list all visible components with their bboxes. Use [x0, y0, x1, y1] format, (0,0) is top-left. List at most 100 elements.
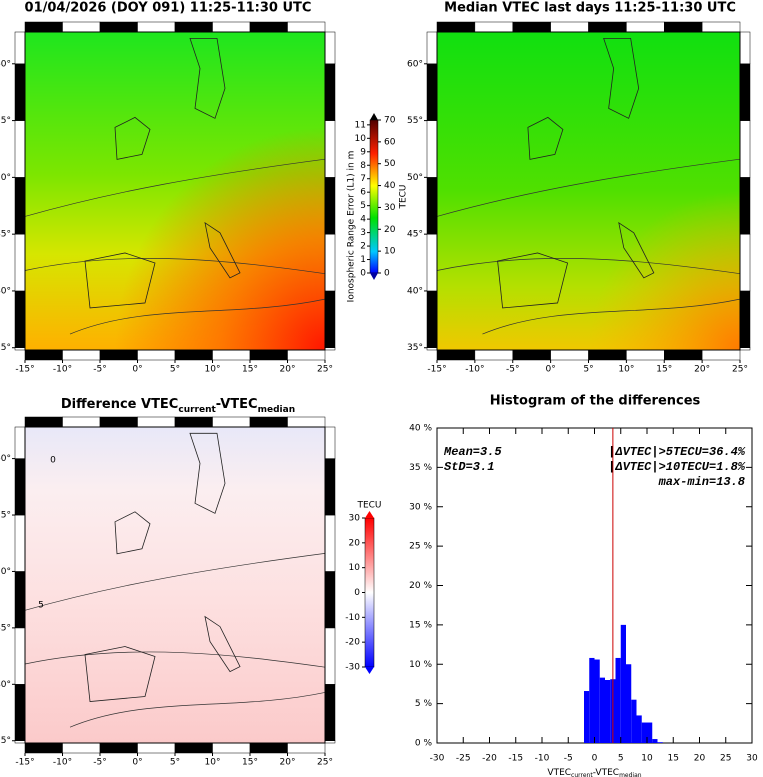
frame-band	[99, 349, 138, 361]
frame-band	[14, 290, 26, 348]
x-tick-label: 0°	[132, 758, 142, 768]
frame-band	[324, 290, 336, 348]
x-tick-label: 15°	[656, 365, 672, 375]
y-tick-label: 15 %	[409, 620, 432, 630]
frame-band	[664, 349, 703, 361]
y-tick-label: 45°	[0, 230, 11, 240]
contour-line	[24, 158, 326, 217]
frame-band	[324, 684, 336, 741]
frame-band	[287, 416, 326, 428]
frame-band	[324, 458, 336, 516]
frame-band	[212, 349, 251, 361]
panel-title: Difference VTECcurrent-VTECmedian	[61, 397, 295, 415]
frame-band	[14, 177, 26, 235]
frame-band	[287, 742, 326, 754]
frame-band	[212, 21, 251, 33]
frame-band	[739, 120, 751, 178]
colorbar-arrow	[370, 113, 378, 120]
frame-band	[324, 514, 336, 572]
x-tick-label: -10°	[465, 365, 484, 375]
colorbar-tick-label: 30	[384, 203, 396, 213]
frame-band	[174, 742, 213, 754]
frame-band	[62, 416, 101, 428]
stat-annotation: |ΔVTEC|>5TECU=36.4%	[608, 445, 746, 459]
colorbar-tick-label: 40	[384, 181, 396, 191]
colorbar-tick-label: 10	[349, 563, 361, 573]
frame-band	[324, 120, 336, 178]
frame-band	[426, 63, 438, 121]
contour-label: 0	[50, 456, 56, 466]
y-tick-label: 0 %	[415, 739, 433, 749]
contour-line	[436, 158, 741, 217]
x-tick-label: -15°	[15, 758, 34, 768]
frame-band	[324, 627, 336, 685]
bar	[631, 699, 637, 743]
frame-band	[664, 21, 703, 33]
y-tick-label: 35 %	[409, 463, 432, 473]
map-border	[24, 426, 326, 744]
frame-band	[24, 349, 63, 361]
contour-line	[436, 257, 741, 275]
x-tick-label: -5°	[93, 365, 106, 375]
colorbar-tick-label: 7	[360, 174, 366, 184]
colorbar-tick-label: 6	[360, 188, 366, 198]
coastline	[84, 432, 241, 702]
x-tick-label: 20°	[280, 758, 296, 768]
colorbar-label: Ionospheric Range Error (L1) in m	[347, 151, 357, 303]
x-tick-label: -5	[564, 754, 573, 764]
frame-band	[249, 21, 288, 33]
colorbar-tick-label: -20	[345, 638, 360, 648]
frame-band	[426, 347, 438, 351]
x-tick-label: 20°	[694, 365, 710, 375]
y-tick-label: 60°	[0, 454, 11, 464]
bar	[620, 624, 626, 743]
frame-band	[739, 290, 751, 348]
frame-band	[174, 21, 213, 33]
x-tick-label: -20	[482, 754, 497, 764]
frame-band	[249, 349, 288, 361]
colorbar-tick-label: 0	[384, 269, 390, 279]
frame-band	[324, 31, 336, 65]
x-tick-label: -10°	[53, 365, 72, 375]
x-label-part: current	[571, 772, 593, 777]
frame-band	[474, 21, 513, 33]
colorbar-tick-label: 10	[355, 134, 367, 144]
frame-band	[14, 31, 26, 65]
colorbar-arrow	[365, 667, 374, 674]
bar	[605, 680, 611, 743]
x-label-part: median	[619, 772, 642, 777]
frame-band	[701, 21, 741, 33]
x-tick-label: 30	[746, 754, 758, 764]
frame-band	[14, 63, 26, 121]
frame-band	[436, 349, 476, 361]
map-field	[25, 427, 325, 743]
x-tick-label: 25	[720, 754, 731, 764]
frame-band	[426, 31, 438, 65]
y-tick-label: 50°	[0, 567, 11, 577]
bar	[641, 722, 647, 743]
contour-line	[69, 692, 326, 728]
frame-band	[426, 177, 438, 235]
contour-line	[69, 298, 326, 335]
colorbar-tick-label: 10	[384, 247, 396, 257]
title-part: current	[178, 405, 216, 415]
frame-band	[62, 349, 101, 361]
y-tick-label: 50°	[0, 173, 11, 183]
colorbar-arrow	[365, 511, 374, 518]
frame-band	[324, 571, 336, 629]
bar	[615, 657, 621, 743]
frame-band	[14, 571, 26, 629]
title-part: median	[258, 405, 296, 415]
frame-band	[550, 349, 589, 361]
colorbar-tick-label: 20	[349, 538, 361, 548]
x-tick-label: -15°	[427, 365, 446, 375]
x-tick-label: 15°	[242, 365, 258, 375]
bar	[626, 664, 632, 743]
colorbar-tick-label: -30	[345, 663, 360, 673]
frame-band	[324, 347, 336, 351]
x-tick-label: -5°	[93, 758, 106, 768]
colorbar-tick-label: 0	[360, 269, 366, 279]
stat-annotation: Mean=3.5	[443, 445, 502, 459]
frame-band	[14, 347, 26, 351]
frame-band	[512, 349, 551, 361]
